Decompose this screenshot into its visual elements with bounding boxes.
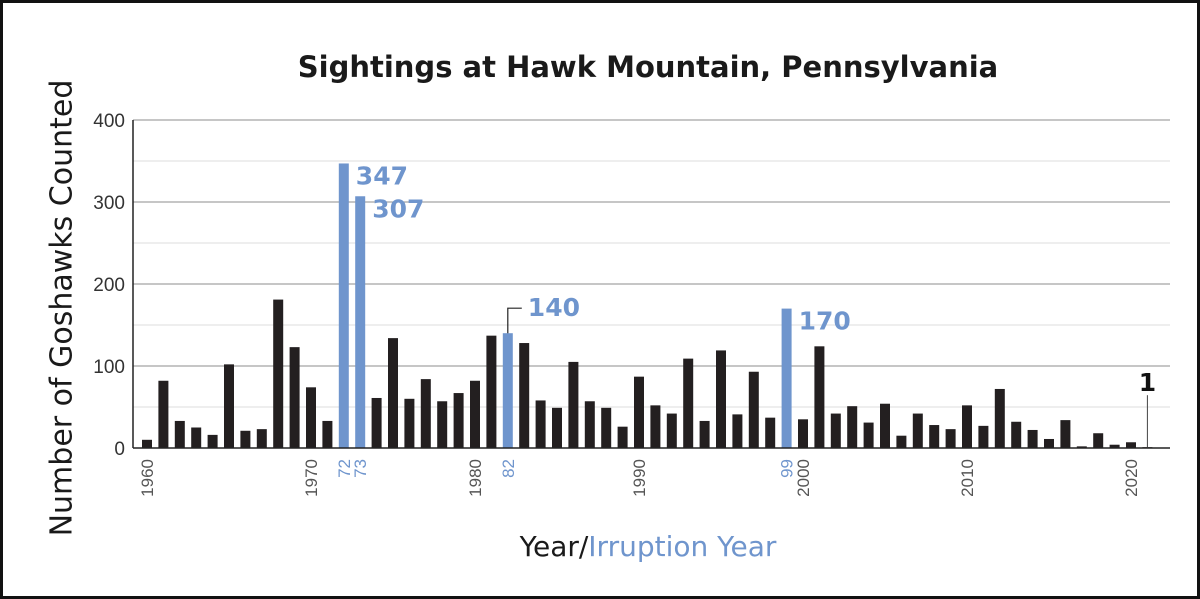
data-label-1973: 307 (372, 194, 424, 223)
bar-1968 (273, 299, 284, 448)
bar-2004 (863, 422, 874, 448)
bar-irruption-1982 (502, 333, 513, 448)
bar-1964 (207, 434, 218, 448)
bar-1979 (453, 393, 464, 448)
bar-1985 (552, 407, 562, 448)
bar-1995 (716, 350, 726, 448)
x-tick-label: 82 (499, 459, 518, 478)
data-label-1972: 347 (356, 161, 408, 190)
bar-2019 (1109, 444, 1120, 448)
y-tick-label: 200 (93, 275, 125, 296)
x-tick-label: 73 (351, 459, 370, 478)
x-tick-label: 2010 (958, 459, 977, 497)
bar-2008 (929, 425, 940, 448)
bar-2005 (880, 403, 890, 448)
data-label-1999: 170 (799, 307, 851, 336)
bar-1966 (240, 430, 251, 448)
bar-1993 (683, 358, 694, 448)
bar-1977 (420, 379, 431, 448)
bar-1965 (224, 364, 234, 448)
bar-1969 (289, 347, 300, 448)
y-tick-label: 400 (93, 111, 125, 132)
bar-1986 (568, 361, 579, 448)
bar-2014 (1027, 429, 1038, 448)
bar-1974 (371, 397, 382, 448)
bar-1994 (699, 420, 710, 448)
x-tick-label: 1960 (138, 459, 157, 497)
x-tick-label: 99 (778, 459, 797, 478)
bar-2018 (1093, 433, 1104, 448)
bar-1971 (322, 420, 333, 448)
bar-1984 (535, 400, 546, 448)
x-tick-label: 1980 (466, 459, 485, 497)
bar-2009 (945, 429, 956, 448)
bar-2001 (814, 346, 825, 448)
bar-2012 (994, 388, 1005, 448)
data-label-2021: 1 (1139, 368, 1156, 397)
y-tick-label: 300 (93, 193, 125, 214)
bar-2013 (1011, 421, 1022, 448)
y-tick-label: 100 (93, 357, 125, 378)
bar-1992 (666, 413, 677, 448)
bar-2007 (912, 413, 923, 448)
bar-1981 (486, 335, 497, 448)
x-tick-label: 1990 (630, 459, 649, 497)
bar-1988 (601, 407, 612, 448)
x-tick-label: 1970 (302, 459, 321, 497)
bar-1960 (142, 439, 152, 448)
bar-2015 (1044, 438, 1054, 448)
bar-1990 (634, 376, 644, 448)
bar-1980 (470, 380, 480, 448)
bar-1997 (748, 371, 759, 448)
y-tick-label: 0 (114, 439, 125, 460)
x-tick-label: 2000 (794, 459, 813, 497)
x-axis-label: Year/Irruption Year (0, 530, 1200, 563)
x-axis-label-year: Year/ (519, 530, 589, 563)
bar-irruption-1999 (781, 308, 792, 448)
bar-2000 (798, 419, 808, 448)
data-label-1982: 140 (528, 293, 580, 322)
bar-1987 (584, 401, 595, 448)
bar-2020 (1126, 442, 1136, 448)
bar-1976 (404, 398, 415, 448)
bar-1983 (519, 343, 530, 448)
bar-2002 (830, 413, 841, 448)
bar-2003 (847, 406, 858, 448)
x-axis-label-irruption: Irruption Year (588, 530, 777, 563)
x-tick-label: 72 (335, 459, 354, 478)
bar-1961 (158, 380, 169, 448)
bar-2010 (962, 405, 972, 448)
bar-2016 (1060, 420, 1071, 448)
bar-1996 (732, 414, 743, 448)
bar-1989 (617, 426, 628, 448)
bar-1967 (256, 429, 267, 448)
bar-1970 (306, 387, 316, 448)
bar-irruption-1973 (355, 196, 366, 448)
bar-2017 (1076, 446, 1087, 448)
bar-1998 (765, 417, 776, 448)
bar-irruption-1972 (338, 163, 349, 448)
annotation-leader-line (507, 307, 522, 334)
bar-1962 (174, 420, 185, 448)
bar-2011 (978, 425, 989, 448)
chart-title: Sightings at Hawk Mountain, Pennsylvania (297, 50, 999, 84)
bar-1978 (437, 401, 448, 448)
x-tick-label: 2020 (1122, 459, 1141, 497)
bar-1975 (388, 338, 398, 448)
bar-2006 (896, 435, 907, 448)
bar-1963 (191, 427, 202, 448)
bar-1991 (650, 405, 661, 448)
